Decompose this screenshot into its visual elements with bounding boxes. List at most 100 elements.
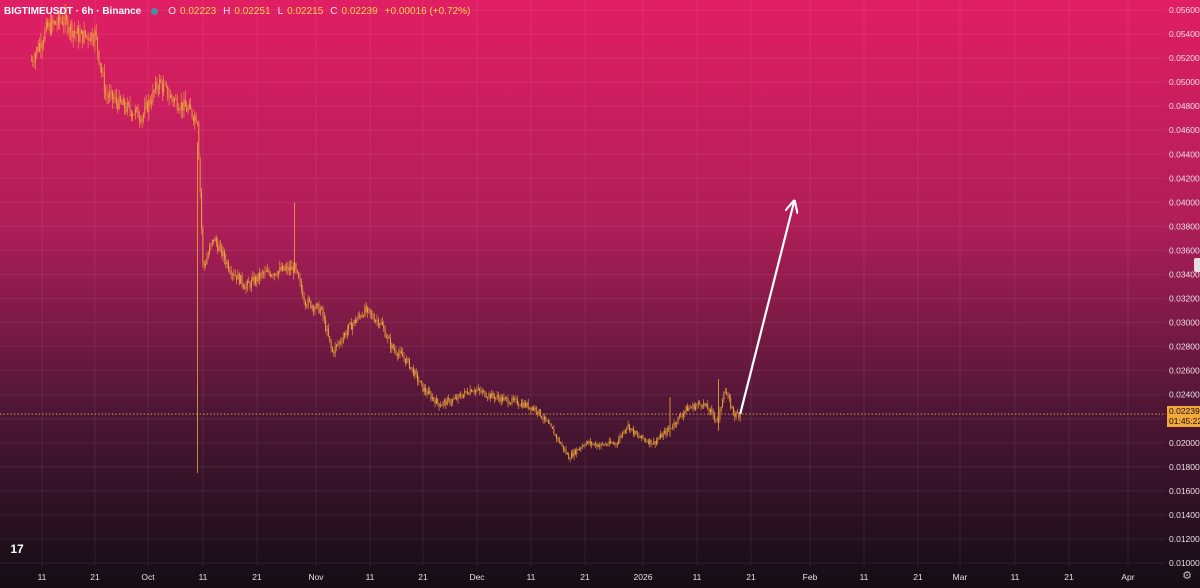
candle-body [348,324,350,331]
x-tick-label: 11 [860,572,869,582]
candle-body [267,270,269,272]
x-tick-label: 11 [38,572,47,582]
candle-body [368,308,370,310]
annotation-arrow-group[interactable] [739,202,794,415]
candle-body [33,61,35,63]
annotation-arrow[interactable] [739,202,794,415]
candle-body [228,262,229,270]
candle-body [629,424,630,431]
candle-body [469,389,471,395]
candle-body [261,272,263,274]
candle-body [84,30,86,36]
candle-body [80,30,82,34]
candle-body [435,398,437,404]
y-tick-label: 0.01200 [1169,534,1200,544]
candle-body [125,108,127,112]
gear-icon[interactable]: ⚙ [1182,570,1192,582]
x-tick-label: 21 [252,572,262,582]
candle-body [534,407,536,410]
candle-body [462,394,464,398]
candle-body [683,413,684,417]
candle-body [423,387,425,392]
candle-body [406,358,408,363]
candle-body [464,390,466,395]
candle-body [230,272,232,275]
candle-body [425,387,427,393]
candle-body [467,391,468,394]
candle-body [576,449,578,455]
candle-body [118,96,120,110]
candle-body [548,421,549,424]
candle-body [298,272,300,278]
candle-body [403,356,405,359]
candle-body [408,358,410,369]
candle-body [589,441,591,444]
candle-body [350,322,352,330]
candle-body [52,19,54,24]
candle-body [275,273,277,275]
tradingview-logo-icon[interactable]: 17 [10,542,24,556]
candle-body [379,324,381,326]
candle-body [394,348,395,351]
candle-body [87,35,89,40]
candle-body [122,99,124,105]
candle-body [606,444,607,446]
candle-body [107,95,109,98]
candle-body [541,416,543,419]
candle-body [596,444,598,447]
price-scale-tab[interactable] [1194,258,1200,272]
candle-body [147,102,148,112]
candle-body [414,370,416,376]
candle-body [723,392,725,400]
candle-body [627,424,629,428]
candle-body [259,272,260,279]
candle-body [186,106,188,112]
candle-body [568,453,570,460]
candle-body [453,398,455,400]
candle-body [728,395,730,399]
candle-body [411,367,413,369]
candle-body [151,102,152,104]
candle-body [562,445,564,450]
candle-body [283,266,285,271]
price-axis[interactable]: 0.05600 0.05400 0.05200 0.05000 0.04800 0.046… [1169,5,1200,568]
candle-body [217,243,219,251]
x-tick-label: Nov [308,572,324,582]
candle-body [417,373,418,382]
candle-body [187,108,189,112]
candle-body [670,428,672,430]
candle-body [477,388,479,390]
candle-body [44,30,46,41]
candle-body [99,62,101,67]
candle-body [388,336,390,339]
candle-body [97,37,98,51]
candle-body [344,333,346,338]
candle-body [634,430,636,435]
candle-body [288,266,290,271]
candle-body [66,13,67,19]
candle-body [252,276,254,280]
candle-body [257,272,259,282]
candle-body [155,82,157,91]
candle-body [361,315,363,318]
time-axis[interactable]: 11 21 Oct 11 21 Nov 11 21 Dec 11 21 2026 11 21 Feb 11 21… [38,572,1135,582]
x-tick-label: 21 [90,572,100,582]
candle-body [229,269,231,273]
candle-body [167,86,169,98]
candle-body [556,434,557,439]
candle-body [272,275,274,276]
candle-body [172,98,174,102]
candle-body [637,434,638,436]
candle-body [383,325,385,329]
y-tick-label: 0.01000 [1169,558,1200,568]
candle-body [145,102,147,106]
candle-body [315,303,317,309]
x-tick-label: 2026 [634,572,653,582]
candle-body [152,90,154,103]
candle-body [321,307,323,310]
symbol-label[interactable]: BIGTIMEUSDT · 6h · Binance [4,5,142,17]
candle-body [664,430,665,434]
